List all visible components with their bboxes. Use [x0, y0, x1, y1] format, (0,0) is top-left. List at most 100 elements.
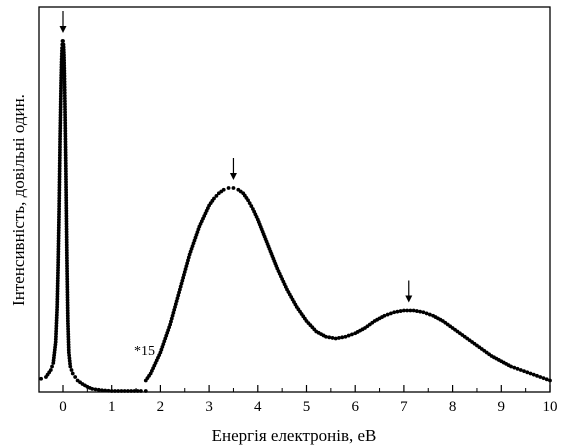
data-point	[59, 89, 63, 93]
data-point	[54, 326, 59, 331]
data-point	[65, 284, 70, 289]
data-point	[96, 387, 101, 392]
data-point	[64, 182, 68, 187]
data-point	[414, 309, 419, 313]
data-point	[59, 83, 63, 88]
data-point	[183, 267, 188, 271]
data-point	[350, 332, 354, 337]
data-point	[58, 99, 63, 104]
data-point	[57, 169, 62, 174]
data-point	[64, 256, 69, 260]
data-point	[56, 223, 61, 227]
data-point	[212, 196, 216, 201]
data-point	[63, 153, 68, 158]
data-point	[58, 115, 63, 120]
data-point	[54, 332, 58, 336]
data-point	[63, 112, 67, 117]
data-point	[64, 190, 69, 195]
data-point	[53, 337, 58, 342]
data-point	[58, 129, 63, 133]
data-point	[541, 376, 546, 381]
data-point	[64, 179, 68, 184]
data-point	[65, 311, 70, 316]
data-point	[65, 258, 69, 263]
data-point	[186, 258, 190, 263]
data-point	[63, 164, 68, 168]
data-point	[324, 334, 328, 339]
data-point	[53, 340, 58, 344]
data-point	[221, 187, 226, 192]
data-point	[63, 147, 68, 152]
data-point	[57, 150, 62, 155]
data-point	[63, 155, 68, 160]
data-point	[169, 316, 174, 321]
data-point	[65, 290, 70, 295]
data-point	[63, 107, 67, 112]
data-point	[56, 263, 61, 267]
x-axis-label: Енергія електронів, еВ	[212, 426, 377, 445]
data-point	[62, 90, 67, 95]
data-point	[177, 290, 181, 295]
data-point	[63, 145, 68, 149]
data-point	[57, 177, 62, 182]
data-point	[50, 364, 54, 369]
data-point	[56, 239, 61, 243]
data-point	[64, 187, 69, 192]
data-point	[421, 310, 426, 315]
data-point	[548, 378, 552, 383]
data-point	[139, 389, 143, 393]
data-point	[65, 282, 70, 287]
data-point	[64, 229, 69, 234]
data-point	[64, 177, 68, 182]
data-point	[65, 261, 69, 266]
data-point	[56, 231, 61, 235]
x-tick-label: 3	[205, 399, 213, 415]
data-point	[58, 145, 62, 149]
peak-arrows	[59, 11, 413, 303]
data-point	[333, 336, 338, 341]
data-point	[100, 388, 104, 393]
data-point	[59, 86, 63, 91]
data-point	[103, 388, 108, 393]
data-point	[64, 216, 69, 221]
data-point	[247, 201, 252, 206]
data-point	[56, 255, 61, 259]
data-point	[65, 308, 70, 313]
data-point	[182, 273, 186, 277]
data-point	[57, 161, 62, 166]
data-point	[62, 79, 67, 84]
data-point	[214, 193, 219, 198]
data-point	[63, 169, 68, 174]
data-point	[63, 134, 68, 139]
data-point	[340, 335, 345, 340]
x-tick-label: 1	[108, 399, 116, 415]
data-point	[63, 129, 68, 133]
data-point	[57, 201, 62, 206]
data-point	[418, 309, 423, 314]
data-point	[515, 366, 520, 371]
data-point	[65, 274, 70, 279]
data-point	[67, 356, 72, 360]
data-point	[66, 350, 71, 355]
data-point	[61, 39, 65, 43]
data-point	[56, 249, 61, 254]
data-point	[54, 329, 59, 334]
data-point	[65, 266, 69, 271]
data-point	[58, 118, 63, 123]
data-point	[176, 293, 181, 298]
data-point	[57, 217, 61, 222]
data-point	[57, 164, 62, 168]
peak-arrow-head	[229, 173, 237, 180]
data-point	[64, 253, 69, 258]
x-tick-label: 4	[254, 399, 262, 415]
data-point	[57, 196, 62, 201]
data-point	[56, 233, 61, 238]
data-point	[64, 240, 69, 245]
data-point	[54, 315, 59, 320]
data-point	[544, 377, 549, 382]
data-point	[63, 139, 68, 144]
data-point	[64, 245, 69, 250]
data-point	[56, 252, 61, 257]
data-point	[143, 389, 148, 393]
data-point	[382, 313, 387, 318]
